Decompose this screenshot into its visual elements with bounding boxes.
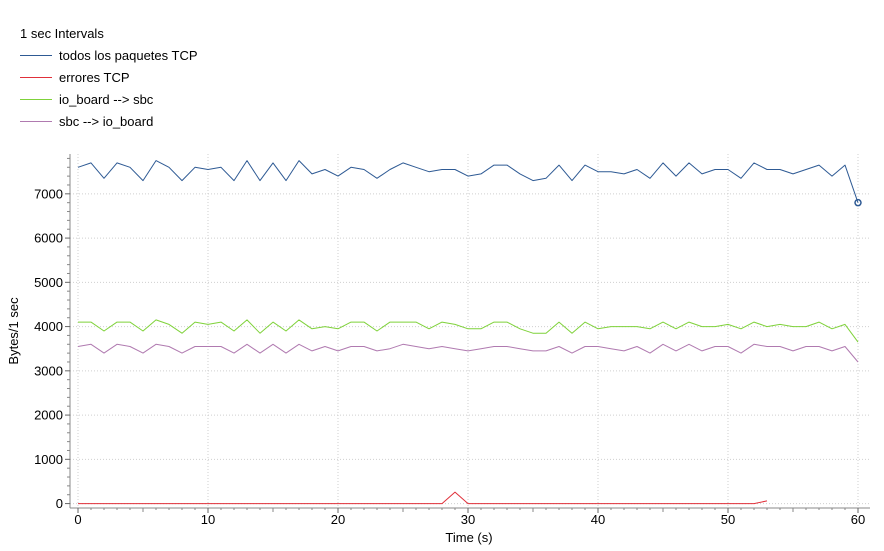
y-tick-label-7000: 7000 [34,186,63,201]
x-tick-label-0: 0 [74,512,81,527]
y-tick-label-3000: 3000 [34,363,63,378]
legend-item-io-to-sbc[interactable]: io_board --> sbc [20,88,198,110]
y-axis-title: Bytes/1 sec [6,297,21,365]
legend-swatch-todos [20,54,52,56]
legend-label-errores: errores TCP [59,69,130,85]
x-axis-title: Time (s) [445,530,492,545]
series-lines [77,160,862,505]
series-line-3 [77,343,859,363]
x-tick-label-10: 10 [201,512,215,527]
chart-title: 1 sec Intervals [20,26,104,41]
y-tick-label-6000: 6000 [34,231,63,246]
series-end-marker-0 [854,198,862,207]
series-line-0 [77,160,859,203]
y-tick-label-1000: 1000 [34,452,63,467]
y-tick-label-2000: 2000 [34,408,63,423]
legend-item-errores[interactable]: errores TCP [20,66,198,88]
axis-ticks: 0 10 20 30 40 50 60 0 1000 2000 3000 4000 5000 6000 70… [34,157,865,527]
x-tick-label-40: 40 [591,512,605,527]
x-tick-label-50: 50 [721,512,735,527]
y-tick-label-4000: 4000 [34,319,63,334]
y-tick-label-0: 0 [56,496,63,511]
axes [69,154,870,509]
legend-swatch-io-to-sbc [20,98,52,100]
legend-swatch-sbc-to-io [20,120,52,122]
legend-label-sbc-to-io: sbc --> io_board [59,113,154,129]
y-tick-label-5000: 5000 [34,275,63,290]
legend-swatch-errores [20,76,52,78]
x-tick-label-20: 20 [331,512,345,527]
x-tick-label-60: 60 [851,512,865,527]
legend-item-todos[interactable]: todos los paquetes TCP [20,44,198,66]
chart-legend: 1 sec Intervals todos los paquetes TCP e… [20,24,198,132]
legend-label-todos: todos los paquetes TCP [59,47,198,63]
legend-item-sbc-to-io[interactable]: sbc --> io_board [20,110,198,132]
series-line-2 [78,319,859,343]
grid-lines [70,154,870,508]
x-tick-label-30: 30 [461,512,475,527]
legend-label-io-to-sbc: io_board --> sbc [59,91,154,107]
series-line-1 [78,491,768,505]
